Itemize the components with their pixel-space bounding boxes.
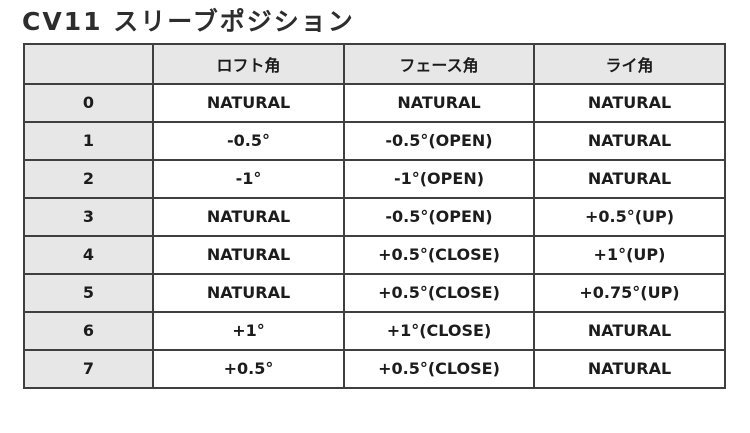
column-header-loft: ロフト角 xyxy=(152,42,345,85)
loft-cell: +1° xyxy=(152,310,345,351)
table-row: 5 NATURAL +0.5°(CLOSE) +0.75°(UP) xyxy=(23,272,726,313)
face-cell: -1°(OPEN) xyxy=(343,158,535,199)
face-cell: +1°(CLOSE) xyxy=(343,310,535,351)
lie-cell: +0.5°(UP) xyxy=(533,196,726,237)
table-row: 0 NATURAL NATURAL NATURAL xyxy=(23,82,726,123)
loft-cell: NATURAL xyxy=(152,82,345,123)
face-cell: -0.5°(OPEN) xyxy=(343,120,535,161)
table-row: 2 -1° -1°(OPEN) NATURAL xyxy=(23,158,726,199)
position-cell: 2 xyxy=(23,158,154,199)
loft-cell: +0.5° xyxy=(152,348,345,389)
lie-cell: NATURAL xyxy=(533,82,726,123)
position-cell: 1 xyxy=(23,120,154,161)
column-header-lie: ライ角 xyxy=(533,42,726,85)
corner-header-cell xyxy=(23,42,154,85)
loft-cell: NATURAL xyxy=(152,234,345,275)
position-cell: 4 xyxy=(23,234,154,275)
face-cell: +0.5°(CLOSE) xyxy=(343,348,535,389)
lie-cell: NATURAL xyxy=(533,158,726,199)
lie-cell: +1°(UP) xyxy=(533,234,726,275)
position-cell: 3 xyxy=(23,196,154,237)
table-row: 3 NATURAL -0.5°(OPEN) +0.5°(UP) xyxy=(23,196,726,237)
face-cell: NATURAL xyxy=(343,82,535,123)
face-cell: +0.5°(CLOSE) xyxy=(343,272,535,313)
table-row: 7 +0.5° +0.5°(CLOSE) NATURAL xyxy=(23,348,726,389)
lie-cell: +0.75°(UP) xyxy=(533,272,726,313)
position-cell: 6 xyxy=(23,310,154,351)
position-cell: 0 xyxy=(23,82,154,123)
position-cell: 5 xyxy=(23,272,154,313)
lie-cell: NATURAL xyxy=(533,310,726,351)
lie-cell: NATURAL xyxy=(533,120,726,161)
page-title: CV11 スリーブポジション xyxy=(22,7,355,36)
table-row: 6 +1° +1°(CLOSE) NATURAL xyxy=(23,310,726,351)
header-row: ロフト角 フェース角 ライ角 xyxy=(23,42,726,85)
position-cell: 7 xyxy=(23,348,154,389)
loft-cell: NATURAL xyxy=(152,196,345,237)
sleeve-position-table: ロフト角 フェース角 ライ角 0 NATURAL NATURAL NATURAL 1 -0… xyxy=(23,42,726,389)
lie-cell: NATURAL xyxy=(533,348,726,389)
loft-cell: -0.5° xyxy=(152,120,345,161)
face-cell: +0.5°(CLOSE) xyxy=(343,234,535,275)
loft-cell: NATURAL xyxy=(152,272,345,313)
table-row: 1 -0.5° -0.5°(OPEN) NATURAL xyxy=(23,120,726,161)
table-body: 0 NATURAL NATURAL NATURAL 1 -0.5° -0.5°(OPEN) N… xyxy=(23,82,726,389)
table-row: 4 NATURAL +0.5°(CLOSE) +1°(UP) xyxy=(23,234,726,275)
column-header-face: フェース角 xyxy=(343,42,535,85)
face-cell: -0.5°(OPEN) xyxy=(343,196,535,237)
loft-cell: -1° xyxy=(152,158,345,199)
